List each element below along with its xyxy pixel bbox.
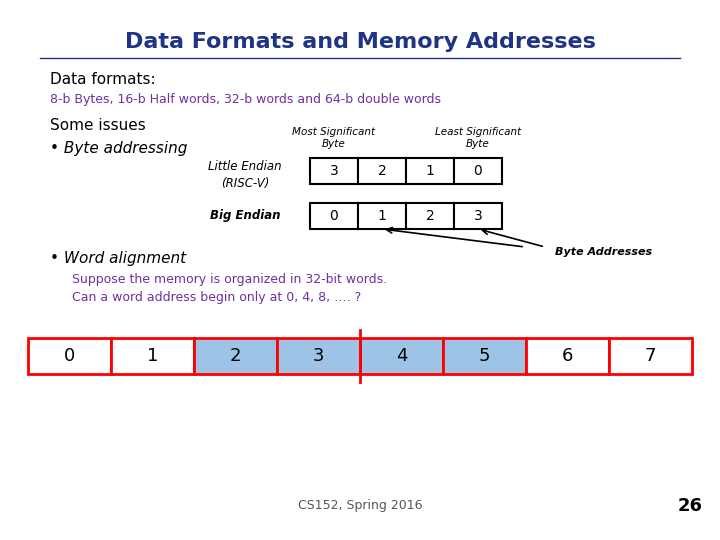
Bar xyxy=(454,203,502,229)
Text: 0: 0 xyxy=(474,164,482,178)
Text: 26: 26 xyxy=(678,497,703,515)
Text: 4: 4 xyxy=(396,347,408,365)
Text: 7: 7 xyxy=(644,347,656,365)
Text: Little Endian
(RISC-V): Little Endian (RISC-V) xyxy=(208,160,282,190)
Text: 8-b Bytes, 16-b Half words, 32-b words and 64-b double words: 8-b Bytes, 16-b Half words, 32-b words a… xyxy=(50,93,441,106)
Bar xyxy=(609,338,692,374)
Bar xyxy=(277,338,360,374)
Bar xyxy=(28,338,111,374)
Text: 0: 0 xyxy=(64,347,75,365)
Text: Some issues: Some issues xyxy=(50,118,145,132)
Text: 3: 3 xyxy=(474,209,482,223)
Text: 0: 0 xyxy=(330,209,338,223)
Text: 1: 1 xyxy=(147,347,158,365)
Bar xyxy=(454,158,502,184)
Text: • Byte addressing: • Byte addressing xyxy=(50,140,187,156)
Text: Can a word address begin only at 0, 4, 8, …. ?: Can a word address begin only at 0, 4, 8… xyxy=(72,292,361,305)
Bar xyxy=(111,338,194,374)
Bar xyxy=(310,158,358,184)
Text: Suppose the memory is organized in 32-bit words.: Suppose the memory is organized in 32-bi… xyxy=(72,273,387,287)
Bar xyxy=(443,338,526,374)
Text: CS152, Spring 2016: CS152, Spring 2016 xyxy=(298,500,422,512)
Bar xyxy=(526,338,609,374)
Bar xyxy=(358,203,406,229)
Bar xyxy=(310,203,358,229)
Bar xyxy=(360,338,443,374)
Text: Most Significant
Byte: Most Significant Byte xyxy=(292,127,376,149)
Text: • Word alignment: • Word alignment xyxy=(50,251,186,266)
Text: 3: 3 xyxy=(312,347,324,365)
Text: 1: 1 xyxy=(377,209,387,223)
Text: Byte Addresses: Byte Addresses xyxy=(555,247,652,257)
Text: Least Significant
Byte: Least Significant Byte xyxy=(435,127,521,149)
Bar xyxy=(194,338,277,374)
Text: 5: 5 xyxy=(479,347,490,365)
Text: 2: 2 xyxy=(377,164,387,178)
Bar xyxy=(406,203,454,229)
Text: 6: 6 xyxy=(562,347,573,365)
Text: 2: 2 xyxy=(426,209,434,223)
Text: 3: 3 xyxy=(330,164,338,178)
Bar xyxy=(406,158,454,184)
Text: 1: 1 xyxy=(426,164,434,178)
Text: Data formats:: Data formats: xyxy=(50,72,156,87)
Text: Data Formats and Memory Addresses: Data Formats and Memory Addresses xyxy=(125,32,595,52)
Bar xyxy=(358,158,406,184)
Text: Big Endian: Big Endian xyxy=(210,208,280,221)
Text: 2: 2 xyxy=(230,347,241,365)
